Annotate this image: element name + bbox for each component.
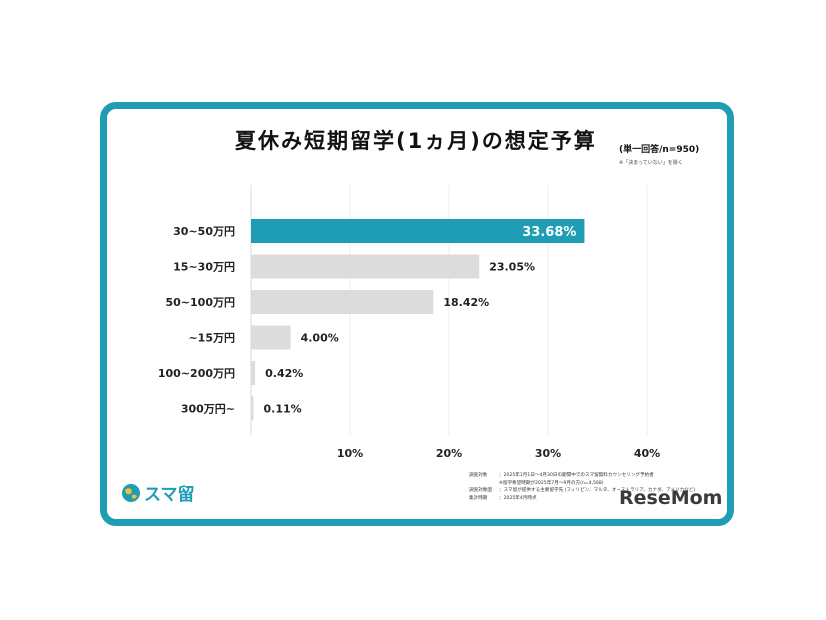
footnote-row: 調査対象国 ：スマ留が提供する主要留学先 (フィリピン、マルタ、オーストラリア、カ… <box>469 487 695 495</box>
bar <box>251 396 254 421</box>
bar <box>251 254 480 279</box>
bar <box>251 325 291 350</box>
data-label: 18.42% <box>443 296 489 309</box>
footnote-row: ※留学希望時期が2025年7月〜9月の方(n=4,568) <box>469 480 695 488</box>
footnote-key: 調査対象国 <box>469 488 492 494</box>
x-tick-label: 20% <box>436 447 462 460</box>
category-label: 300万円~ <box>181 403 235 416</box>
globe-icon <box>122 483 140 502</box>
data-label: 0.11% <box>264 403 302 416</box>
footnote-value: ：スマ留が提供する主要留学先 (フィリピン、マルタ、オーストラリア、カナダ、アメ… <box>499 488 696 494</box>
footnote-key: 集計時期 <box>469 495 488 501</box>
x-tick-label: 10% <box>337 447 363 460</box>
bar <box>251 361 256 385</box>
brand-logo-text: スマ留 <box>144 485 195 505</box>
data-label: 23.05% <box>489 261 535 274</box>
data-label: 0.42% <box>265 367 303 380</box>
category-label: 50~100万円 <box>166 296 236 309</box>
footnotes: 調査対象 ：2025年1月1日〜4月30日の期間中でのスマ留無料カウンセリング予約… <box>469 472 695 502</box>
footnote-row: 集計時期 ：2025年4月時点 <box>469 495 695 503</box>
category-label: ~15万円 <box>188 332 235 345</box>
chart-title: 夏休み短期留学(1ヵ月)の想定予算 <box>235 129 597 153</box>
data-label: 4.00% <box>301 332 339 345</box>
footnote-row: 調査対象 ：2025年1月1日〜4月30日の期間中でのスマ留無料カウンセリング予約… <box>469 472 695 480</box>
footnote-value: ※留学希望時期が2025年7月〜9月の方(n=4,568) <box>499 480 604 486</box>
bar <box>251 219 585 243</box>
footnote-key <box>469 480 499 488</box>
bar <box>251 290 434 314</box>
chart-subtitle: (単一回答/n=950) <box>619 145 700 155</box>
chart-note: ※「決まっていない」を除く <box>619 160 683 166</box>
data-label: 33.68% <box>522 225 576 240</box>
x-tick-label: 30% <box>535 447 561 460</box>
watermark: ReseMom <box>619 487 723 509</box>
x-tick-label: 40% <box>634 447 660 460</box>
footnote-key: 調査対象 <box>469 473 488 478</box>
category-label: 30~50万円 <box>173 225 235 238</box>
chart-card: 夏休み短期留学(1ヵ月)の想定予算 (単一回答/n=950) ※「決まっていない… <box>100 102 734 526</box>
bar-chart: 10% 20% 30% 40% 30~50万円 33.68% 15~30万円 23.05% 50… <box>158 185 660 460</box>
footnote-value: ：2025年1月1日〜4月30日の期間中でのスマ留無料カウンセリング予約者 <box>499 473 654 478</box>
brand-logo: スマ留 <box>121 480 195 505</box>
category-label: 100~200万円 <box>158 367 235 380</box>
category-label: 15~30万円 <box>173 261 235 274</box>
footnote-value: ：2025年4月時点 <box>499 495 537 501</box>
